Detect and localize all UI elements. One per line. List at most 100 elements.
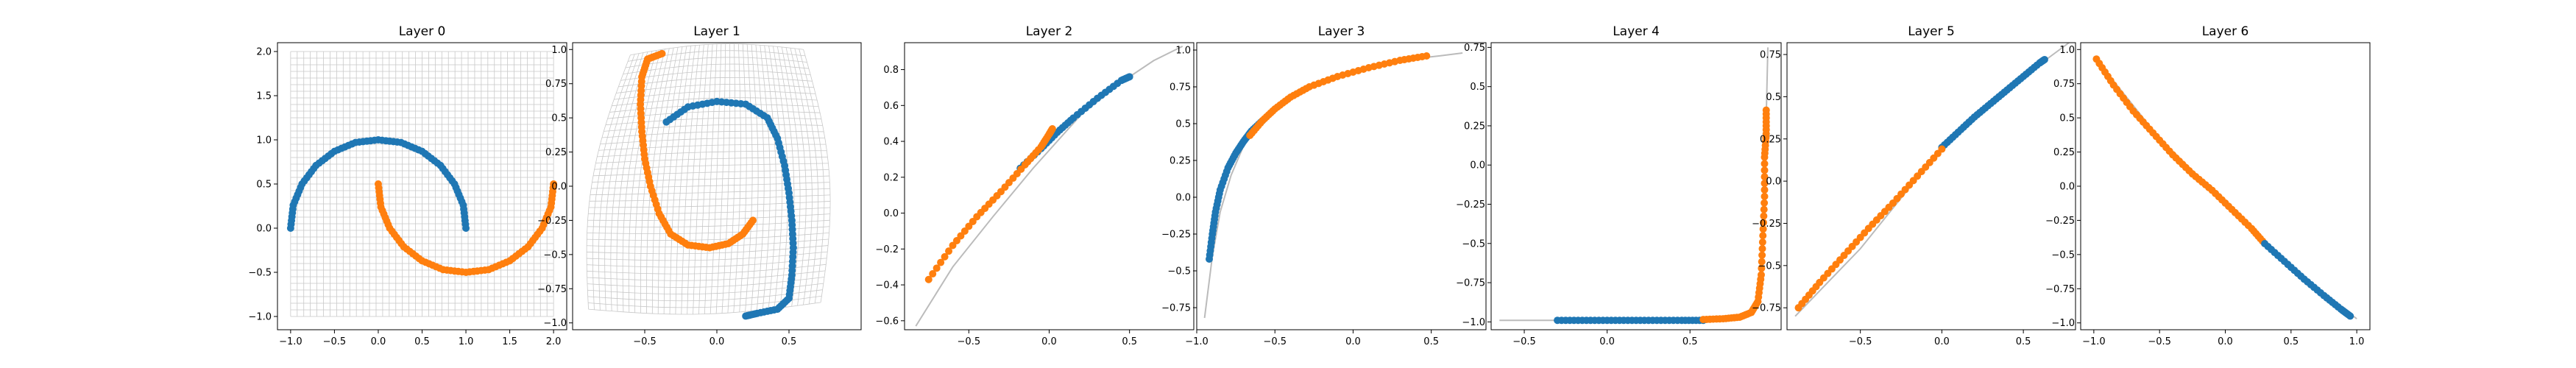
x-tick-label: −0.5 (1263, 336, 1287, 347)
y-tick-label: 0.5 (1175, 119, 1191, 130)
grid-line (781, 46, 801, 307)
data-point (1761, 173, 1769, 181)
series-blue (1205, 117, 1267, 263)
data-point (1758, 264, 1766, 272)
y-tick-label: −0.25 (1752, 219, 1781, 230)
y-tick-label: −1.0 (2051, 318, 2075, 329)
panel-title: Layer 2 (1026, 24, 1073, 39)
data-point (1125, 73, 1133, 81)
background-curve (1499, 47, 1769, 322)
panel-0: −1.0 −0.5 0.0 0.5 1.0 1.5 2.0 −1.0 −0.5 0.0 0.5 1.0… (248, 24, 567, 347)
data-point (941, 252, 949, 261)
data-point (2346, 312, 2354, 320)
y-tick-label: 0.0 (1766, 177, 1781, 188)
panel-title: Layer 6 (2202, 24, 2249, 39)
grid-line (587, 245, 829, 255)
grid-line (755, 44, 765, 311)
y-tick-label: 0.75 (1170, 82, 1191, 93)
y-tick-label: −1.0 (543, 318, 567, 329)
data-point (2040, 55, 2048, 63)
grid-line (721, 43, 731, 314)
y-tick-label: 0.25 (2053, 147, 2075, 158)
data-point (1758, 251, 1766, 259)
y-tick-label: −0.75 (537, 284, 567, 295)
y-tick-label: −0.75 (1752, 303, 1781, 314)
series-blue (2261, 240, 2354, 320)
plot-area (2092, 55, 2357, 320)
y-tick-label: 2.0 (256, 47, 272, 58)
data-point (929, 270, 937, 278)
panel-title: Layer 4 (1613, 24, 1660, 39)
y-tick-label: 0.0 (551, 182, 567, 193)
data-point (1757, 271, 1765, 279)
grid-line (764, 45, 776, 310)
panel-4: −0.5 0.0 0.5 −1.0 −0.75 −0.5 −0.25 0.0 0.25 0.5 0.… (1456, 24, 1782, 347)
grid-line (751, 44, 759, 311)
y-tick-label: 0.0 (256, 224, 272, 235)
series-orange (1794, 145, 1946, 312)
plot-area (1794, 43, 2070, 317)
grid-line (587, 277, 825, 288)
grid-line (587, 263, 827, 275)
background-curve (1794, 43, 2070, 317)
y-tick-label: 1.0 (2059, 45, 2075, 56)
y-tick-label: −0.75 (1456, 278, 1485, 289)
y-tick-label: 0.75 (1760, 50, 1781, 61)
axes-frame (2080, 42, 2371, 330)
data-point (1762, 106, 1770, 114)
x-tick-label: −1.0 (1185, 336, 1209, 347)
y-tick-label: 0.0 (883, 208, 899, 219)
grid-line (586, 54, 631, 310)
x-tick-label: 1.0 (2349, 336, 2365, 347)
series-blue (1554, 316, 1708, 325)
y-tick-label: 0.25 (545, 147, 567, 158)
y-tick-label: −0.25 (1456, 199, 1485, 210)
data-point (749, 216, 757, 224)
data-point (1761, 166, 1769, 174)
grid-line (785, 47, 807, 306)
axes-frame (904, 42, 1195, 330)
series-orange (2092, 55, 2269, 247)
panel-6: −1.0 −0.5 0.0 0.5 1.0 −1.0 −0.75 −0.5 −0.25 0.0 0.… (2045, 24, 2371, 347)
data-point (1761, 199, 1769, 207)
x-tick-label: 0.0 (1599, 336, 1615, 347)
y-tick-label: 0.8 (883, 65, 899, 76)
y-tick-label: 1.0 (551, 45, 567, 56)
x-tick-label: 0.5 (1682, 336, 1698, 347)
grid-line (587, 270, 826, 281)
grid-line (587, 232, 829, 241)
panel-title: Layer 1 (693, 24, 740, 39)
x-tick-label: 0.0 (1041, 336, 1057, 347)
series-blue (662, 97, 797, 320)
x-tick-label: 0.0 (1934, 336, 1950, 347)
background-curve (2093, 55, 2357, 319)
series-orange (924, 125, 1056, 283)
grid-line (760, 45, 771, 311)
data-point (1758, 258, 1766, 266)
x-tick-label: −0.5 (2148, 336, 2171, 347)
data-point (1761, 160, 1769, 168)
x-tick-label: 1.0 (459, 336, 474, 347)
y-tick-label: 1.0 (256, 135, 272, 146)
data-point (1758, 244, 1766, 252)
x-tick-label: −0.5 (1849, 336, 1872, 347)
background-grid (290, 51, 554, 317)
data-point (1423, 52, 1431, 60)
grid-line (630, 43, 804, 56)
y-tick-label: −0.5 (2051, 250, 2075, 261)
grid-line (739, 43, 747, 313)
x-tick-label: 0.0 (710, 336, 725, 347)
grid-line (790, 48, 813, 305)
data-point (1759, 225, 1767, 233)
y-tick-label: 0.0 (1175, 193, 1191, 204)
y-tick-label: 0.0 (1470, 160, 1485, 171)
y-tick-label: −0.75 (2045, 284, 2075, 295)
y-tick-label: 0.4 (883, 137, 899, 148)
x-tick-label: 0.0 (371, 336, 386, 347)
data-point (1760, 212, 1768, 220)
y-tick-label: −0.25 (1161, 230, 1191, 241)
y-tick-label: −0.5 (1758, 261, 1781, 272)
grid-line (733, 43, 741, 313)
series-blue (1938, 55, 2048, 152)
y-tick-label: −0.2 (875, 244, 899, 255)
